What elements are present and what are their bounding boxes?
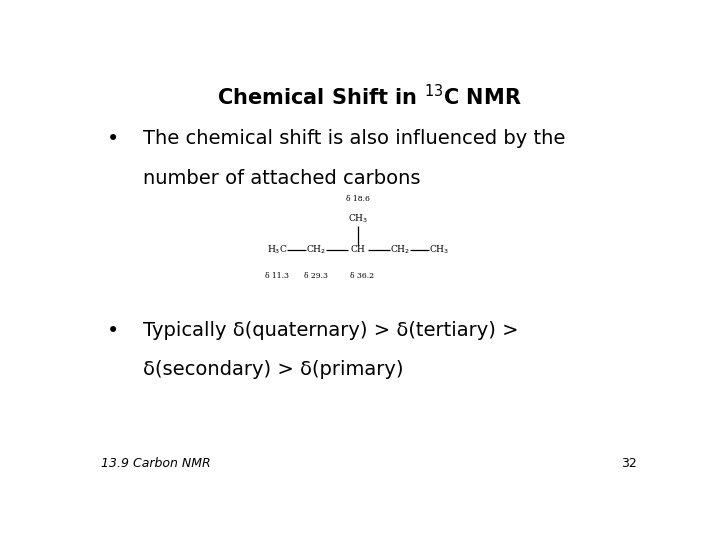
Text: CH: CH [351, 245, 365, 254]
Text: H$_3$C: H$_3$C [266, 244, 287, 256]
Text: CH$_3$: CH$_3$ [348, 212, 368, 225]
Text: Typically δ(quaternary) > δ(tertiary) >: Typically δ(quaternary) > δ(tertiary) > [143, 321, 518, 340]
Text: δ 18.6: δ 18.6 [346, 195, 370, 203]
Text: δ(secondary) > δ(primary): δ(secondary) > δ(primary) [143, 360, 403, 379]
Text: •: • [107, 129, 119, 149]
Text: •: • [107, 321, 119, 341]
Text: 32: 32 [621, 457, 637, 470]
Text: CH$_2$: CH$_2$ [390, 244, 410, 256]
Text: CH$_3$: CH$_3$ [428, 244, 449, 256]
Text: δ 11.3: δ 11.3 [265, 272, 289, 280]
Text: δ 36.2: δ 36.2 [351, 272, 374, 280]
Text: The chemical shift is also influenced by the: The chemical shift is also influenced by… [143, 129, 565, 149]
Text: Chemical Shift in $^{13}$C NMR: Chemical Shift in $^{13}$C NMR [217, 84, 521, 109]
Text: CH$_2$: CH$_2$ [306, 244, 326, 256]
Text: number of attached carbons: number of attached carbons [143, 168, 420, 188]
Text: 13.9 Carbon NMR: 13.9 Carbon NMR [101, 457, 211, 470]
Text: δ 29.3: δ 29.3 [304, 272, 328, 280]
